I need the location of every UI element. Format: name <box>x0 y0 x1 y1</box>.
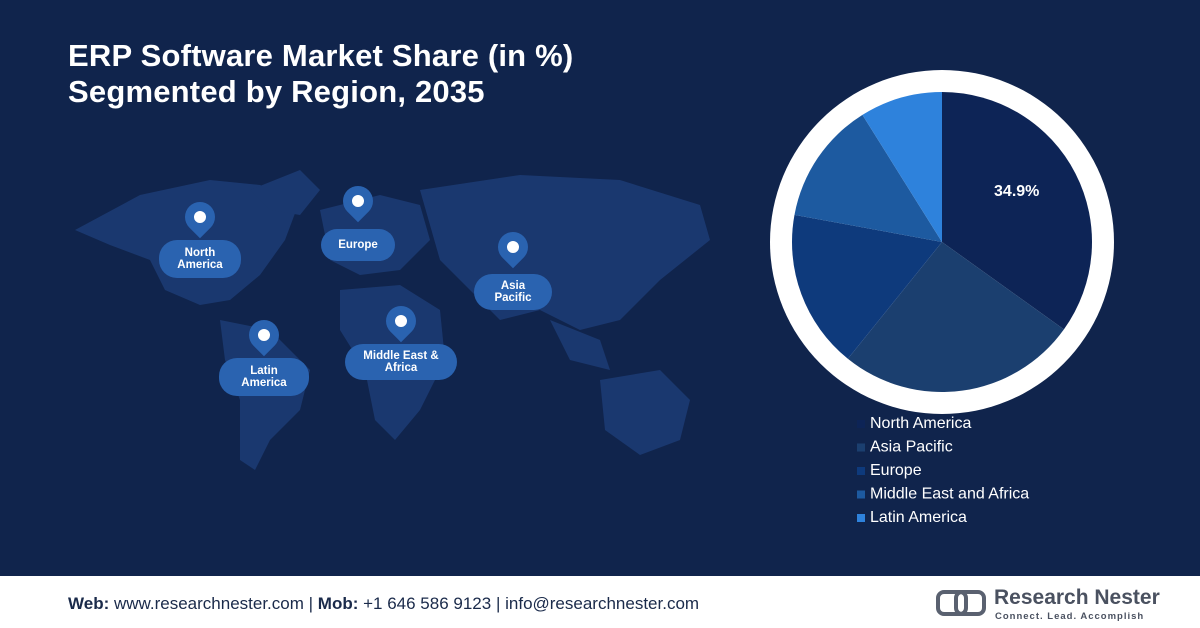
pie-slice <box>794 114 942 242</box>
mob-label: Mob: <box>317 594 359 613</box>
pie-slice <box>942 92 1092 330</box>
web[interactable]: www.researchnester.com <box>113 594 304 613</box>
legend-swatch <box>857 490 865 499</box>
legend-label: Asia Pacific <box>870 439 953 456</box>
pie-slice <box>862 92 942 242</box>
legend-label: Europe <box>870 462 922 479</box>
footer <box>0 576 1200 628</box>
footer-contact: Web: www.researchnester.com | Mob: +1 64… <box>68 594 699 614</box>
brand-logo <box>936 590 986 616</box>
legend-swatch <box>857 467 865 475</box>
map-label: Latin America <box>219 358 309 396</box>
legend-label: Middle East and Africa <box>870 486 1029 503</box>
map-label: Europe <box>321 229 395 261</box>
map-label: North America <box>159 240 241 278</box>
legend-swatch <box>857 420 865 428</box>
email[interactable]: info@researchnester.com <box>505 594 700 613</box>
data-label: 34.9% <box>994 183 1039 200</box>
chart-title: ERP Software Market Share (in %) <box>68 38 574 73</box>
pie-slice <box>847 242 1064 393</box>
separator: | <box>308 594 314 613</box>
legend-label: Latin America <box>870 509 967 526</box>
brand-tagline: Connect. Lead. Accomplish <box>995 611 1145 622</box>
map-label: Asia Pacific <box>474 274 552 310</box>
brand-name: Research Nester <box>994 586 1160 609</box>
separator: | <box>495 594 501 613</box>
map-label: Middle East & Africa <box>345 344 457 380</box>
web-label: Web: <box>68 594 110 613</box>
mob: +1 646 586 9123 <box>363 594 492 613</box>
legend-swatch <box>857 443 865 452</box>
pie-slice <box>792 214 942 359</box>
legend-swatch <box>857 514 865 522</box>
legend: North America Asia Pacific Europe Middle Ea… <box>857 415 1029 526</box>
legend-label: North America <box>870 415 971 432</box>
pie: 34.9% <box>770 70 1114 414</box>
chart-subtitle: Segmented by Region, 2035 <box>68 74 485 109</box>
